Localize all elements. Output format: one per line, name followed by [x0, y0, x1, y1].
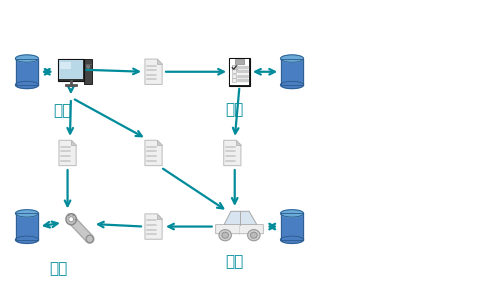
Bar	[15, 58, 38, 85]
Ellipse shape	[15, 236, 38, 243]
Bar	[84, 59, 92, 85]
Bar	[281, 213, 304, 240]
Polygon shape	[236, 140, 241, 145]
Bar	[59, 60, 83, 79]
Ellipse shape	[219, 230, 231, 241]
Bar	[281, 213, 304, 240]
Bar	[230, 58, 249, 85]
Bar	[281, 58, 304, 85]
Bar	[232, 65, 236, 69]
Polygon shape	[224, 211, 257, 225]
Ellipse shape	[281, 81, 304, 89]
Polygon shape	[157, 214, 162, 219]
Ellipse shape	[66, 214, 77, 225]
Bar	[281, 58, 304, 85]
Text: 生产: 生产	[226, 255, 244, 269]
Ellipse shape	[69, 217, 74, 222]
Ellipse shape	[86, 235, 93, 243]
Polygon shape	[145, 59, 162, 85]
Polygon shape	[224, 140, 241, 166]
Bar	[57, 58, 84, 81]
Bar	[229, 58, 250, 86]
Polygon shape	[145, 214, 162, 239]
Bar	[15, 58, 38, 85]
Ellipse shape	[281, 236, 304, 243]
Ellipse shape	[281, 210, 304, 217]
Polygon shape	[59, 140, 76, 166]
Bar	[232, 78, 236, 82]
Text: 测试: 测试	[226, 102, 244, 117]
Bar	[232, 74, 236, 78]
Ellipse shape	[251, 232, 257, 238]
Ellipse shape	[248, 230, 260, 241]
Polygon shape	[157, 59, 162, 64]
Bar	[15, 213, 38, 240]
Polygon shape	[157, 140, 162, 145]
Bar	[232, 69, 236, 73]
Ellipse shape	[222, 232, 228, 238]
Bar	[235, 58, 244, 64]
Bar	[60, 62, 71, 69]
Text: 售后: 售后	[49, 261, 67, 276]
Bar	[15, 213, 38, 240]
Polygon shape	[145, 140, 162, 166]
Ellipse shape	[15, 55, 38, 62]
Polygon shape	[71, 140, 76, 145]
Circle shape	[87, 65, 90, 68]
Ellipse shape	[15, 81, 38, 89]
Polygon shape	[216, 211, 263, 234]
Ellipse shape	[281, 55, 304, 62]
Text: 开发: 开发	[54, 103, 72, 118]
Ellipse shape	[15, 210, 38, 217]
Bar	[232, 65, 237, 70]
